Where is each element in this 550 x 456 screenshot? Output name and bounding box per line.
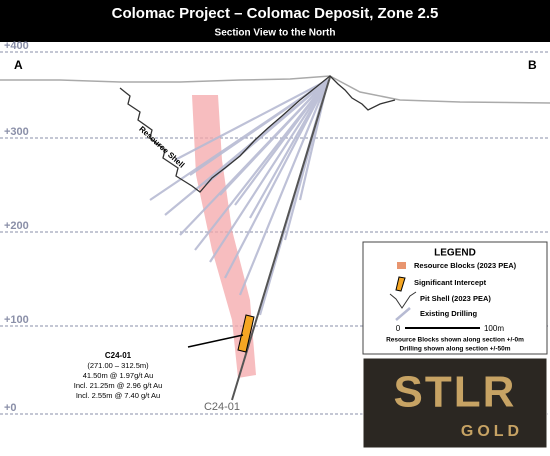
logo-main: STLR	[394, 368, 517, 417]
elevation-label: +300	[4, 126, 29, 138]
legend-note: Resource Blocks shown along section +/-0…	[386, 337, 524, 344]
drill-hole-c24-01	[231, 76, 331, 401]
hole-label: C24-01	[204, 401, 240, 413]
section-end: A	[14, 58, 23, 72]
legend-note: Drilling shown along section +/-50m	[399, 346, 510, 353]
legend-item: Resource Blocks (2023 PEA)	[414, 261, 517, 270]
elevation-label: +200	[4, 220, 29, 232]
callout-line-text: 41.50m @ 1.97g/t Au	[83, 371, 154, 380]
drill-hole	[174, 79, 329, 161]
drill-hole	[238, 79, 330, 296]
subtitle: Section View to the North	[215, 28, 336, 39]
scale-end: 100m	[484, 324, 504, 333]
elevation-label: +100	[4, 314, 29, 326]
legend-box	[362, 241, 548, 355]
section-end: B	[528, 58, 537, 72]
resource-blocks	[192, 95, 256, 378]
drill-hole	[224, 79, 329, 279]
legend-swatch	[397, 262, 406, 269]
elevation-label: +400	[4, 40, 29, 52]
callout-line	[187, 334, 244, 348]
legend-swatch	[395, 276, 406, 292]
legend-title: LEGEND	[434, 248, 476, 259]
callout-line-text: (271.00 – 312.5m)	[87, 361, 149, 370]
drill-hole	[234, 79, 329, 206]
drill-hole	[219, 79, 329, 196]
elevation-label: +0	[4, 402, 17, 414]
scale-start: 0	[396, 324, 401, 333]
legend-item: Pit Shell (2023 PEA)	[420, 294, 491, 303]
title-bar	[0, 0, 550, 42]
legend-item: Significant Intercept	[414, 278, 487, 287]
logo-box	[362, 357, 548, 449]
significant-intercept	[237, 314, 255, 353]
pit-shell	[119, 75, 396, 193]
legend-swatch	[389, 291, 417, 309]
callout-line-text: Incl. 2.55m @ 7.40 g/t Au	[76, 391, 160, 400]
legend-swatch	[395, 307, 411, 321]
topography	[0, 75, 550, 104]
drill-hole	[209, 79, 329, 263]
callout-line-text: Incl. 21.25m @ 2.96 g/t Au	[74, 381, 163, 390]
title: Colomac Project – Colomac Deposit, Zone …	[112, 5, 439, 22]
drill-hole	[249, 79, 329, 219]
legend-item: Existing Drilling	[420, 309, 478, 318]
callout-hole: C24-01	[105, 351, 132, 360]
logo-sub: GOLD	[461, 423, 523, 440]
